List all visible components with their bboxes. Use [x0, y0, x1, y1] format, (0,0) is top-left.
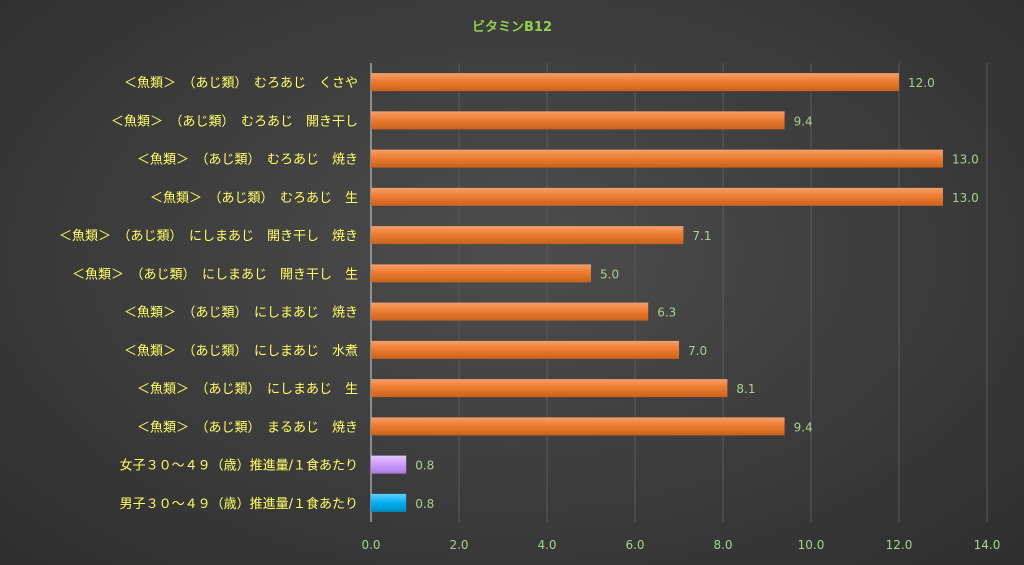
- value-label: 0.8: [415, 497, 434, 511]
- value-label: 12.0: [908, 76, 935, 90]
- x-tick-label: 4.0: [537, 538, 556, 552]
- value-label: 7.1: [692, 229, 711, 243]
- x-tick-label: 10.0: [798, 538, 825, 552]
- bar: [371, 264, 591, 283]
- category-label: ＜魚類＞ （あじ類） にしまあじ 生: [137, 382, 358, 397]
- value-label: 9.4: [794, 114, 813, 128]
- bar: [371, 111, 785, 130]
- bar: [371, 149, 943, 168]
- category-label: 男子３０～４９（歳）推進量/１食あたり: [120, 496, 358, 512]
- value-labels: 12.0 9.4 13.0 13.0 7.1 5.0 6.3 7.0 8.1 9.4 0.8 0.8: [415, 76, 979, 511]
- category-label: ＜魚類＞ （あじ類） にしまあじ 焼き: [124, 306, 358, 321]
- bar: [371, 73, 899, 92]
- category-labels: ＜魚類＞ （あじ類） むろあじ くさや ＜魚類＞ （あじ類） むろあじ 開き干し ＜…: [59, 76, 358, 512]
- x-tick-label: 6.0: [625, 538, 644, 552]
- bar: [371, 455, 407, 474]
- category-label: ＜魚類＞ （あじ類） むろあじ くさや: [124, 76, 358, 91]
- value-label: 7.0: [688, 344, 707, 358]
- x-axis-ticks: 0.0 2.0 4.0 6.0 8.0 10.0 12.0 14.0: [361, 538, 1000, 552]
- value-label: 6.3: [657, 306, 676, 320]
- category-label: 女子３０～４９（歳）推進量/１食あたり: [120, 458, 358, 474]
- bar: [371, 302, 649, 321]
- value-label: 0.8: [415, 459, 434, 473]
- bar: [371, 379, 728, 398]
- bar: [371, 417, 785, 436]
- category-label: ＜魚類＞ （あじ類） にしまあじ 水煮: [124, 344, 358, 359]
- x-tick-label: 2.0: [449, 538, 468, 552]
- category-label: ＜魚類＞ （あじ類） にしまあじ 開き干し 焼き: [59, 229, 358, 244]
- value-label: 13.0: [952, 153, 979, 167]
- x-tick-label: 12.0: [886, 538, 913, 552]
- category-label: ＜魚類＞ （あじ類） むろあじ 焼き: [137, 153, 358, 168]
- bar: [371, 493, 407, 512]
- chart-title: ビタミンB12: [472, 19, 552, 35]
- value-label: 5.0: [600, 267, 619, 281]
- x-tick-label: 8.0: [713, 538, 732, 552]
- bar: [371, 226, 684, 245]
- category-label: ＜魚類＞ （あじ類） むろあじ 開き干し: [111, 114, 358, 129]
- category-label: ＜魚類＞ （あじ類） むろあじ 生: [150, 191, 358, 206]
- category-label: ＜魚類＞ （あじ類） にしまあじ 開き干し 生: [72, 267, 358, 282]
- bar: [371, 187, 943, 206]
- value-label: 8.1: [736, 382, 755, 396]
- x-tick-label: 14.0: [974, 538, 1001, 552]
- gridlines: [370, 63, 988, 522]
- category-label: ＜魚類＞ （あじ類） まるあじ 焼き: [137, 420, 358, 435]
- x-tick-label: 0.0: [361, 538, 380, 552]
- value-label: 9.4: [794, 420, 813, 434]
- bars: [371, 73, 943, 512]
- bar: [371, 340, 679, 359]
- value-label: 13.0: [952, 191, 979, 205]
